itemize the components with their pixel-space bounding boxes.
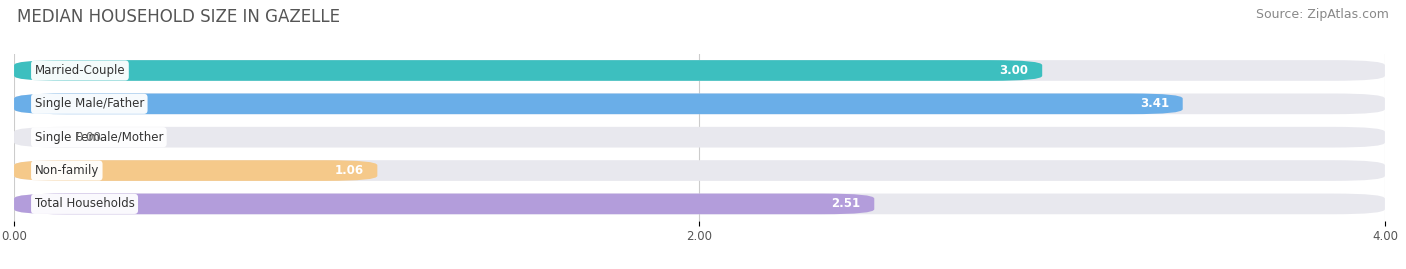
Text: Single Male/Father: Single Male/Father (35, 97, 143, 110)
Text: 3.00: 3.00 (1000, 64, 1029, 77)
FancyBboxPatch shape (14, 60, 1385, 81)
FancyBboxPatch shape (14, 60, 1042, 81)
FancyBboxPatch shape (14, 127, 1385, 147)
Text: 0.00: 0.00 (76, 131, 101, 144)
Text: MEDIAN HOUSEHOLD SIZE IN GAZELLE: MEDIAN HOUSEHOLD SIZE IN GAZELLE (17, 8, 340, 26)
Text: Married-Couple: Married-Couple (35, 64, 125, 77)
Text: Source: ZipAtlas.com: Source: ZipAtlas.com (1256, 8, 1389, 21)
Text: Non-family: Non-family (35, 164, 98, 177)
FancyBboxPatch shape (14, 94, 1385, 114)
FancyBboxPatch shape (14, 160, 377, 181)
FancyBboxPatch shape (14, 94, 1182, 114)
Text: 3.41: 3.41 (1140, 97, 1168, 110)
Text: Total Households: Total Households (35, 197, 135, 210)
Text: Single Female/Mother: Single Female/Mother (35, 131, 163, 144)
Text: 1.06: 1.06 (335, 164, 364, 177)
FancyBboxPatch shape (14, 160, 1385, 181)
FancyBboxPatch shape (14, 194, 875, 214)
FancyBboxPatch shape (14, 194, 1385, 214)
Text: 2.51: 2.51 (831, 197, 860, 210)
